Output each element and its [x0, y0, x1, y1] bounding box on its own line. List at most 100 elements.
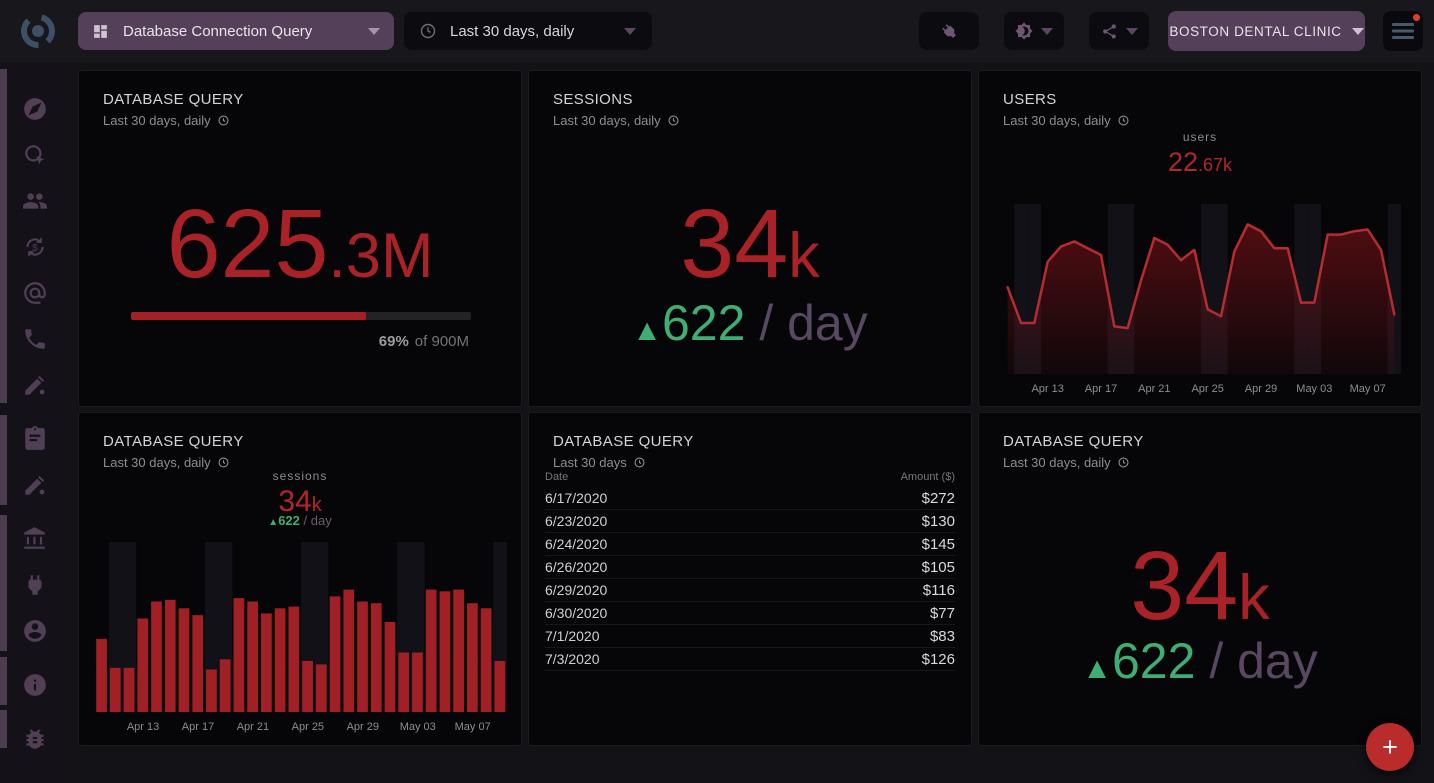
- cell-date: 6/26/2020: [545, 559, 608, 575]
- app-logo[interactable]: [16, 9, 60, 53]
- widget-database-query-table[interactable]: DATABASE QUERY Last 30 days Date Amount …: [528, 412, 972, 746]
- series-delta: ▲622 / day: [268, 513, 332, 528]
- series-label: sessions: [272, 469, 328, 483]
- chevron-down-icon: [624, 27, 636, 35]
- progress-bar-fill: [131, 312, 366, 320]
- widget-subtitle: Last 30 days, daily: [103, 455, 211, 470]
- table-row: 6/23/2020 $130: [545, 510, 955, 533]
- draw-icon[interactable]: [22, 372, 48, 398]
- chevron-down-icon: [1351, 27, 1364, 35]
- widget-sessions-bar-chart[interactable]: DATABASE QUERY Last 30 days, daily sessi…: [78, 412, 522, 746]
- widget-title: DATABASE QUERY: [553, 433, 694, 450]
- cell-date: 6/30/2020: [545, 605, 608, 621]
- table-row: 6/26/2020 $105: [545, 556, 955, 579]
- chevron-down-icon: [1041, 27, 1053, 35]
- widget-title: DATABASE QUERY: [103, 433, 244, 450]
- ads-click-icon[interactable]: [22, 142, 48, 168]
- integrations-button[interactable]: [919, 12, 979, 50]
- chevron-down-icon: [1125, 27, 1138, 35]
- widget-title: DATABASE QUERY: [1003, 433, 1144, 450]
- bug-icon[interactable]: [22, 726, 48, 752]
- metric-value: 34k: [680, 189, 820, 298]
- clock-icon: [668, 115, 679, 126]
- series-total: 34k: [278, 485, 322, 518]
- metric-value: 625.3M: [166, 189, 434, 298]
- topbar: Database Connection Query Last 30 days, …: [0, 0, 1434, 62]
- svg-text:May 03: May 03: [1296, 383, 1332, 395]
- widget-database-query-metric[interactable]: DATABASE QUERY Last 30 days, daily 625.3…: [78, 70, 522, 407]
- plug-icon[interactable]: [22, 572, 48, 598]
- at-email-icon[interactable]: [22, 280, 48, 306]
- sessions-bar-chart: Apr 13 Apr 17 Apr 21 Apr 25 Apr 29 May 03 May …: [96, 542, 507, 733]
- cell-amount: $116: [922, 581, 955, 599]
- progress-bar: [131, 312, 471, 320]
- share-dropdown[interactable]: [1089, 12, 1149, 50]
- cell-date: 6/24/2020: [545, 536, 608, 552]
- table-row: 7/3/2020 $126: [545, 648, 955, 671]
- dashboard-grid-icon: [92, 23, 109, 40]
- column-header-amount: Amount ($): [900, 471, 955, 483]
- metric-delta: ▲622 / day: [632, 295, 868, 351]
- widget-subtitle: Last 30 days: [553, 455, 627, 470]
- cell-date: 7/3/2020: [545, 651, 600, 667]
- paste-icon[interactable]: [22, 426, 48, 452]
- rail-segment: [0, 710, 7, 748]
- draw-icon[interactable]: [22, 472, 48, 498]
- currency-exchange-icon[interactable]: $: [22, 234, 48, 260]
- cell-amount: $145: [921, 535, 955, 553]
- widget-subtitle: Last 30 days, daily: [553, 113, 661, 128]
- clock-icon: [218, 457, 229, 468]
- logo-ring-icon: [21, 14, 55, 48]
- workspace-selector-dropdown[interactable]: BOSTON DENTAL CLINIC: [1168, 11, 1365, 51]
- up-triangle-icon: ▲: [1082, 652, 1112, 685]
- up-triangle-icon: ▲: [632, 314, 662, 347]
- table-row: 6/24/2020 $145: [545, 533, 955, 556]
- widget-database-query-metric-2[interactable]: DATABASE QUERY Last 30 days, daily 34k ▲…: [978, 412, 1422, 746]
- explore-icon[interactable]: [22, 96, 48, 122]
- date-range-dropdown[interactable]: Last 30 days, daily: [404, 12, 652, 50]
- svg-text:Apr 17: Apr 17: [1085, 383, 1117, 395]
- bank-icon[interactable]: [22, 526, 48, 552]
- svg-text:May 07: May 07: [455, 721, 491, 733]
- info-icon[interactable]: [22, 672, 48, 698]
- cell-amount: $126: [921, 650, 955, 668]
- workspace-label: BOSTON DENTAL CLINIC: [1169, 23, 1342, 39]
- cell-date: 7/1/2020: [545, 628, 600, 644]
- share-icon: [1101, 23, 1118, 40]
- rail-segment: [0, 515, 7, 651]
- widget-title: DATABASE QUERY: [103, 91, 244, 108]
- cell-amount: $272: [921, 489, 955, 507]
- cell-date: 6/23/2020: [545, 513, 608, 529]
- sidebar: $: [0, 62, 75, 783]
- svg-text:Apr 21: Apr 21: [237, 721, 269, 733]
- cell-date: 6/17/2020: [545, 490, 608, 506]
- widget-subtitle: Last 30 days, daily: [103, 113, 211, 128]
- rail-segment: [0, 69, 7, 403]
- clock-icon: [1118, 457, 1129, 468]
- phone-icon[interactable]: [22, 326, 48, 352]
- widget-users-chart[interactable]: USERS Last 30 days, daily users 22.67k A…: [978, 70, 1422, 407]
- widget-sessions-metric[interactable]: SESSIONS Last 30 days, daily 34k ▲622 / …: [528, 70, 972, 407]
- up-triangle-icon: ▲: [268, 517, 279, 528]
- svg-text:$: $: [32, 243, 38, 254]
- hamburger-menu-icon: [1392, 22, 1414, 40]
- svg-text:Apr 29: Apr 29: [1245, 383, 1277, 395]
- users-area-chart: Apr 13 Apr 17 Apr 21 Apr 25 Apr 29 May 03 May …: [1006, 204, 1401, 395]
- widget-title: SESSIONS: [553, 91, 633, 108]
- widget-subtitle: Last 30 days, daily: [1003, 455, 1111, 470]
- main-menu-button[interactable]: [1383, 11, 1423, 51]
- add-widget-fab[interactable]: +: [1366, 723, 1414, 771]
- svg-text:Apr 29: Apr 29: [347, 721, 379, 733]
- account-icon[interactable]: [22, 618, 48, 644]
- svg-text:Apr 21: Apr 21: [1138, 383, 1170, 395]
- metric-value: 34k: [1130, 531, 1270, 640]
- chevron-down-icon: [368, 27, 380, 35]
- widget-selector-dropdown[interactable]: Database Connection Query: [78, 12, 394, 50]
- cell-amount: $130: [921, 512, 955, 530]
- svg-text:Apr 13: Apr 13: [127, 721, 159, 733]
- theme-toggle-dropdown[interactable]: [1004, 12, 1064, 50]
- brightness-theme-icon: [1015, 22, 1033, 40]
- cell-amount: $77: [929, 604, 955, 622]
- cell-amount: $83: [929, 627, 955, 645]
- people-icon[interactable]: [22, 188, 48, 214]
